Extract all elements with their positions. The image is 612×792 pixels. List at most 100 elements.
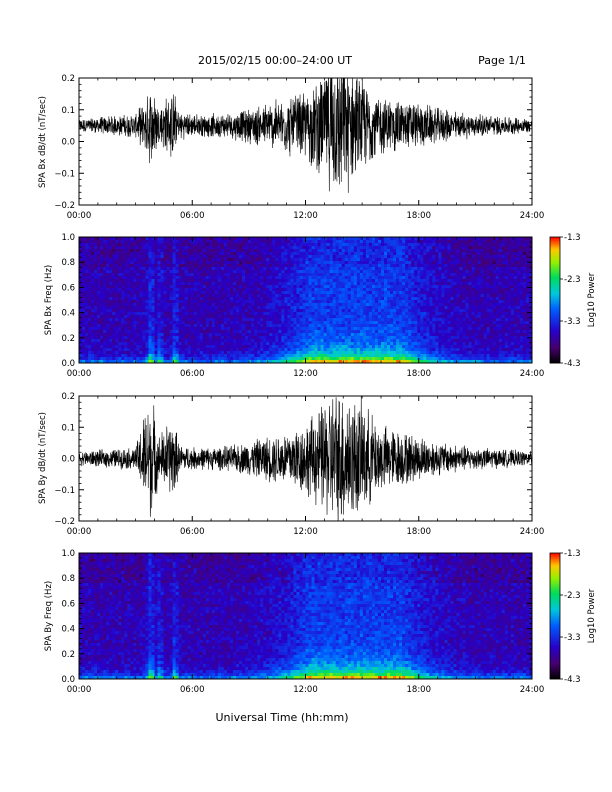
spectrogram-cell — [157, 330, 161, 334]
spectrogram-cell — [97, 279, 101, 283]
spectrogram-cell — [154, 330, 158, 334]
spectrogram-cell — [82, 255, 86, 259]
spectrogram-cell — [405, 258, 409, 262]
spectrogram-cell — [320, 249, 325, 253]
spectrogram-cell — [226, 315, 231, 319]
spectrogram-cell — [136, 261, 140, 265]
spectrogram-cell — [338, 306, 343, 310]
spectrogram-cell — [359, 354, 364, 358]
spectrogram-cell — [323, 273, 328, 277]
spectrogram-cell — [208, 342, 213, 346]
spectrogram-cell — [100, 285, 104, 289]
spectrogram-cell — [362, 324, 367, 328]
spectrogram-cell — [85, 270, 89, 274]
spectrogram-cell — [263, 318, 267, 322]
spectrogram-cell — [335, 240, 340, 244]
spectrogram-cell — [414, 357, 418, 361]
spectrogram-cell — [175, 270, 180, 274]
spectrogram-cell — [320, 240, 325, 244]
spectrogram-cell — [151, 342, 155, 346]
spectrogram-cell — [353, 360, 358, 364]
spectrogram-cell — [148, 264, 152, 268]
spectrogram-cell — [320, 279, 325, 283]
spectrogram-cell — [359, 261, 364, 265]
spectrogram-cell — [139, 354, 143, 358]
spectrogram-cell — [411, 306, 415, 310]
spectrogram-cell — [266, 336, 270, 340]
spectrogram-cell — [368, 291, 373, 295]
spectrogram-cell — [82, 303, 86, 307]
spectrogram-cell — [290, 342, 294, 346]
y-tick-label: −0.2 — [54, 201, 75, 211]
spectrogram-cell — [196, 273, 201, 277]
spectrogram-cell — [82, 333, 86, 337]
spectrogram-cell — [145, 279, 149, 283]
spectrogram-cell — [296, 336, 300, 340]
spectrogram-cell — [223, 360, 228, 364]
spectrogram-cell — [112, 312, 116, 316]
spectrogram-cell — [362, 285, 367, 289]
spectrogram-cell — [320, 261, 325, 265]
spectrogram-cell — [184, 252, 189, 256]
spectrogram-cell — [429, 261, 433, 265]
spectrogram-cell — [408, 258, 412, 262]
spectrogram-cell — [263, 345, 267, 349]
spectrogram-cell — [287, 243, 291, 247]
spectrogram-cell — [148, 240, 152, 244]
spectrogram-cell — [106, 261, 110, 265]
spectrogram-cell — [199, 243, 204, 247]
spectrogram-cell — [233, 240, 237, 244]
spectrogram-cell — [82, 267, 86, 271]
spectrogram-cell — [160, 267, 164, 271]
spectrogram-cell — [127, 243, 131, 247]
spectrogram-cell — [269, 273, 273, 277]
spectrogram-cell — [353, 252, 358, 256]
spectrogram-cell — [302, 309, 306, 313]
spectrogram-cell — [254, 240, 258, 244]
spectrogram-cell — [230, 318, 234, 322]
spectrogram-cell — [239, 270, 243, 274]
spectrogram-cell — [387, 240, 391, 244]
spectrogram-cell — [374, 330, 379, 334]
spectrogram-cell — [172, 351, 177, 355]
spectrogram-cell — [100, 303, 104, 307]
spectrogram-cell — [411, 336, 415, 340]
spectrogram-cell — [302, 285, 306, 289]
spectrogram-cell — [205, 318, 210, 322]
spectrogram-cell — [184, 357, 189, 361]
spectrogram-cell — [115, 240, 119, 244]
spectrogram-cell — [211, 291, 216, 295]
spectrogram-cell — [287, 291, 291, 295]
spectrogram-cell — [190, 351, 195, 355]
spectrogram-cell — [275, 348, 279, 352]
spectrogram-cell — [82, 306, 86, 310]
spectrogram-cell — [399, 276, 403, 280]
spectrogram-cell — [220, 267, 225, 271]
spectrogram-cell — [408, 297, 412, 301]
spectrogram-cell — [411, 324, 415, 328]
spectrogram-cell — [121, 336, 125, 340]
spectrogram-cell — [290, 276, 294, 280]
spectrogram-cell — [344, 252, 349, 256]
spectrogram-cell — [326, 246, 331, 250]
spectrogram-cell — [362, 243, 367, 247]
spectrogram-cell — [94, 291, 98, 295]
spectrogram-cell — [396, 345, 400, 349]
spectrogram-cell — [305, 318, 309, 322]
spectrogram-cell — [239, 348, 243, 352]
spectrogram-cell — [365, 315, 370, 319]
spectrogram-cell — [242, 288, 246, 292]
spectrogram-cell — [97, 297, 101, 301]
spectrogram-cell — [88, 306, 92, 310]
spectrogram-cell — [263, 303, 267, 307]
spectrogram-cell — [202, 291, 207, 295]
spectrogram-cell — [163, 330, 167, 334]
spectrogram-cell — [402, 297, 406, 301]
spectrogram-cell — [142, 249, 146, 253]
spectrogram-cell — [381, 333, 385, 337]
spectrogram-cell — [320, 303, 325, 307]
spectrogram-cell — [390, 333, 394, 337]
spectrogram-cell — [208, 237, 213, 241]
spectrogram-cell — [323, 240, 328, 244]
spectrogram-cell — [187, 306, 192, 310]
